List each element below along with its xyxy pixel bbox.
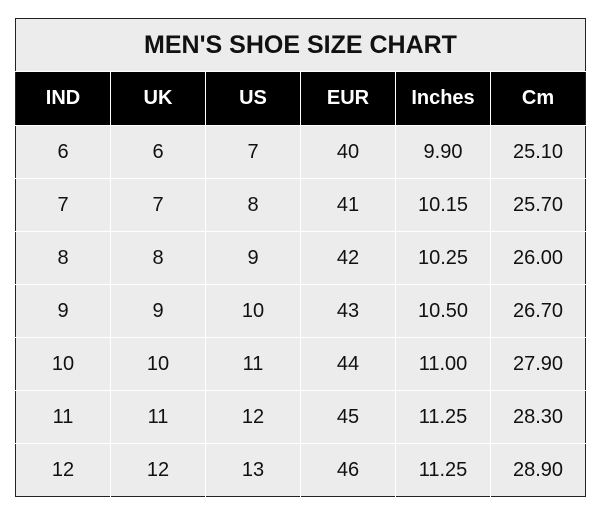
table-cell-eur: 44 — [300, 337, 396, 391]
column-header-cm: Cm — [490, 71, 586, 126]
table-cell-uk: 10 — [110, 337, 206, 391]
header-row: IND UK US EUR Inches Cm — [15, 71, 586, 126]
table-cell-eur: 43 — [300, 284, 396, 338]
table-cell-cm: 27.90 — [490, 337, 586, 391]
table-cell-inches: 9.90 — [395, 125, 491, 179]
table-cell-ind: 6 — [15, 125, 111, 179]
table-cell-us: 8 — [205, 178, 301, 232]
table-cell-uk: 11 — [110, 390, 206, 444]
table-cell-inches: 10.50 — [395, 284, 491, 338]
table-cell-inches: 11.25 — [395, 390, 491, 444]
table-cell-cm: 25.70 — [490, 178, 586, 232]
column-header-eur: EUR — [300, 71, 396, 126]
table-cell-eur: 45 — [300, 390, 396, 444]
table-cell-inches: 11.25 — [395, 443, 491, 497]
table-row: 7 7 8 41 10.15 25.70 — [15, 178, 586, 232]
table-row: 12 12 13 46 11.25 28.90 — [15, 443, 586, 497]
table-cell-ind: 11 — [15, 390, 111, 444]
table-cell-eur: 40 — [300, 125, 396, 179]
table-cell-cm: 25.10 — [490, 125, 586, 179]
column-header-us: US — [205, 71, 301, 126]
table-cell-us: 7 — [205, 125, 301, 179]
table-cell-cm: 28.30 — [490, 390, 586, 444]
table-cell-inches: 10.15 — [395, 178, 491, 232]
table-cell-us: 13 — [205, 443, 301, 497]
table-cell-ind: 9 — [15, 284, 111, 338]
column-header-inches: Inches — [395, 71, 491, 126]
table-cell-eur: 41 — [300, 178, 396, 232]
column-header-ind: IND — [15, 71, 111, 126]
table-cell-us: 11 — [205, 337, 301, 391]
table-row: 10 10 11 44 11.00 27.90 — [15, 337, 586, 391]
table-cell-inches: 10.25 — [395, 231, 491, 285]
table-cell-ind: 12 — [15, 443, 111, 497]
table-cell-inches: 11.00 — [395, 337, 491, 391]
table-cell-us: 12 — [205, 390, 301, 444]
table-cell-us: 9 — [205, 231, 301, 285]
table-cell-uk: 12 — [110, 443, 206, 497]
table-cell-uk: 7 — [110, 178, 206, 232]
table-row: 11 11 12 45 11.25 28.30 — [15, 390, 586, 444]
size-chart-table: MEN'S SHOE SIZE CHART IND UK US EUR Inches Cm… — [15, 18, 586, 497]
table-row: 6 6 7 40 9.90 25.10 — [15, 125, 586, 179]
table-cell-uk: 9 — [110, 284, 206, 338]
table-cell-cm: 26.00 — [490, 231, 586, 285]
table-cell-ind: 7 — [15, 178, 111, 232]
table-cell-uk: 6 — [110, 125, 206, 179]
table-cell-cm: 26.70 — [490, 284, 586, 338]
table-cell-eur: 42 — [300, 231, 396, 285]
table-cell-ind: 8 — [15, 231, 111, 285]
table-cell-us: 10 — [205, 284, 301, 338]
column-header-uk: UK — [110, 71, 206, 126]
table-cell-cm: 28.90 — [490, 443, 586, 497]
table-row: 8 8 9 42 10.25 26.00 — [15, 231, 586, 285]
table-row: 9 9 10 43 10.50 26.70 — [15, 284, 586, 338]
table-cell-eur: 46 — [300, 443, 396, 497]
chart-title: MEN'S SHOE SIZE CHART — [15, 18, 586, 72]
table-cell-ind: 10 — [15, 337, 111, 391]
table-cell-uk: 8 — [110, 231, 206, 285]
